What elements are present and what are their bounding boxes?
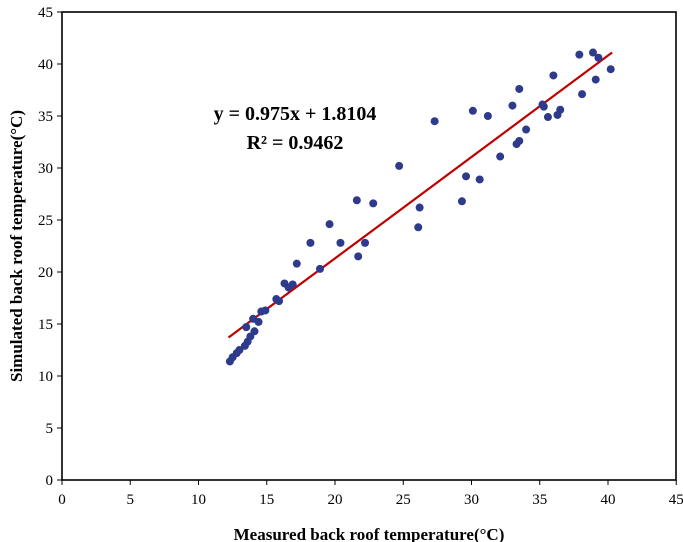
data-point [515,136,524,145]
x-tick-label: 30 [464,492,479,508]
x-tick-label: 15 [259,492,274,508]
y-tick-label: 35 [38,109,53,125]
data-point [556,105,565,114]
data-point [306,238,315,247]
x-tick-label: 25 [396,492,411,508]
data-point [275,297,284,306]
r-squared-label: R² = 0.9462 [247,132,344,154]
x-tick-label: 0 [58,492,66,508]
data-point [588,48,597,57]
data-point [369,199,378,208]
y-tick-label: 45 [38,5,53,21]
data-point [395,161,404,170]
data-point [430,117,439,126]
data-point [475,175,484,184]
plot-area-frame [61,11,677,481]
data-point [606,65,615,74]
y-tick-label: 40 [38,57,53,73]
y-axis-label: Simulated back roof temperature(°C) [7,110,26,382]
data-point [578,90,587,99]
data-point [261,306,270,315]
x-tick-label: 40 [601,492,616,508]
y-tick-label: 30 [38,161,53,177]
y-tick-label: 25 [38,213,53,229]
data-point [352,196,361,205]
data-point [591,75,600,84]
data-point [415,203,424,212]
data-point [250,327,259,336]
data-point [462,172,471,181]
data-point [361,238,370,247]
x-axis-ticks: 0 5 10 15 20 25 30 35 40 45 [58,480,683,508]
trendline [227,51,613,339]
data-point [468,106,477,115]
data-point [594,53,603,62]
data-point [496,152,505,161]
data-point [288,280,297,289]
x-tick-label: 35 [532,492,547,508]
data-point [457,197,466,206]
data-point [336,238,345,247]
x-axis-label: Measured back roof temperature(°C) [234,525,505,542]
data-point [235,346,244,354]
y-tick-label: 15 [38,317,53,333]
x-tick-label: 45 [669,492,683,508]
data-point [549,71,558,80]
trendline-equation: y = 0.975x + 1.8104 [214,103,377,125]
x-tick-label: 10 [191,492,206,508]
y-tick-label: 5 [46,421,54,437]
data-point [242,323,251,332]
data-point [315,264,324,273]
data-points [225,48,615,366]
data-point [354,252,363,261]
data-point [543,113,552,122]
data-point [515,84,524,93]
data-point [575,50,584,59]
data-point [483,112,492,120]
data-point [522,125,531,134]
data-point [325,220,334,229]
x-tick-label: 20 [328,492,343,508]
y-tick-label: 0 [46,473,54,489]
data-point [539,102,548,111]
y-tick-label: 20 [38,265,53,281]
y-tick-label: 10 [38,369,53,385]
data-point [414,223,423,232]
x-tick-label: 5 [127,492,135,508]
data-point [254,317,263,326]
data-point [508,101,517,110]
data-point [292,259,301,268]
y-axis-ticks: 0 5 10 15 20 25 30 35 40 45 [38,5,62,489]
